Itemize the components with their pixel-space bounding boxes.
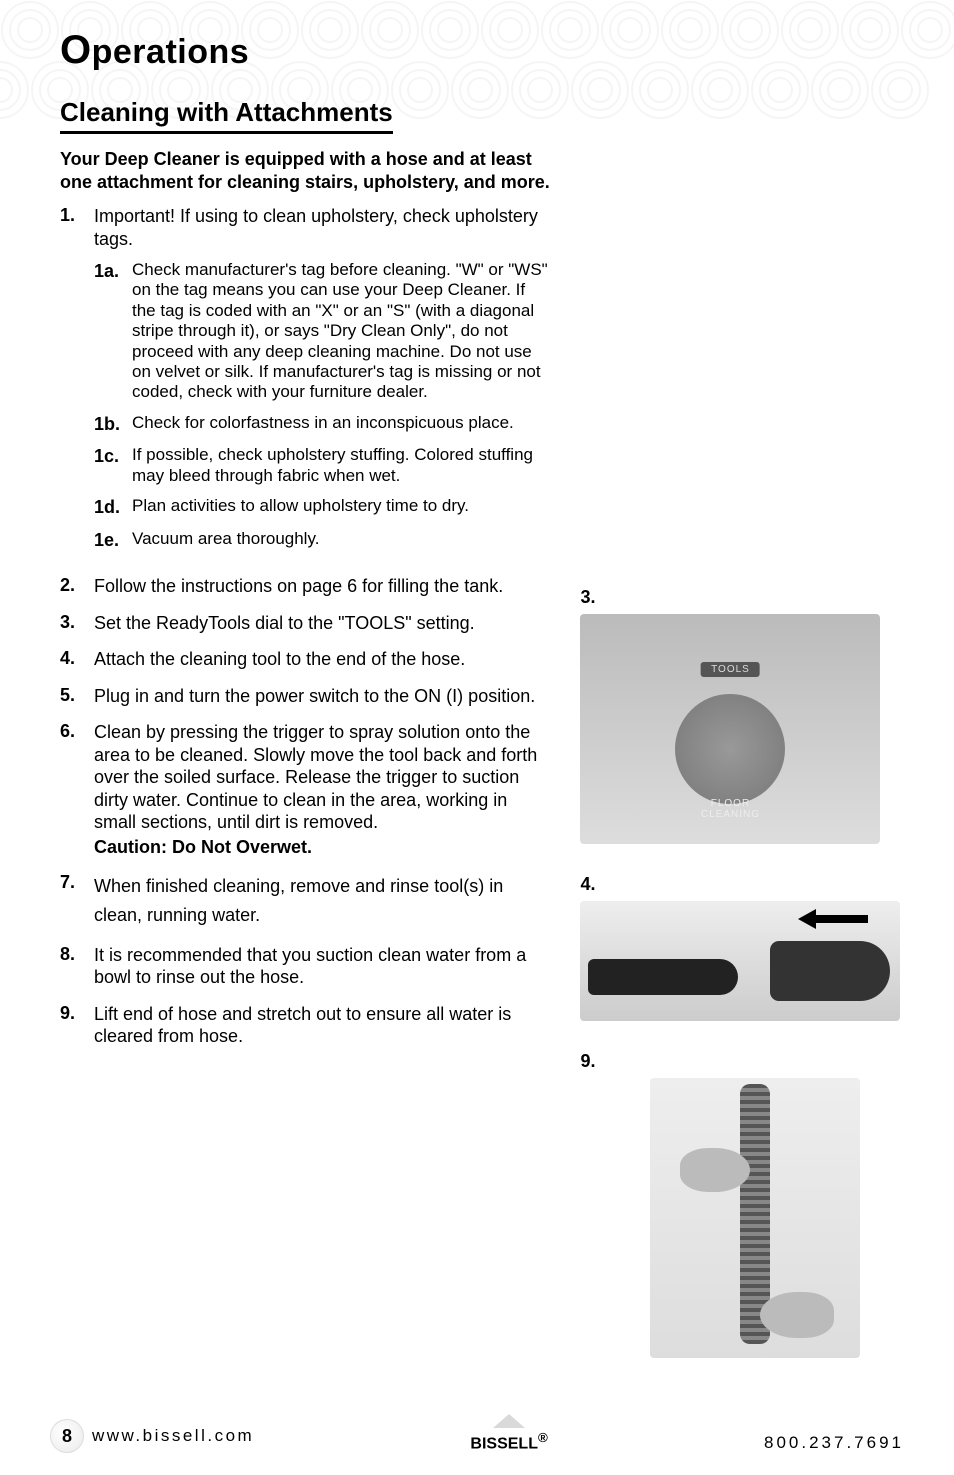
caution-text: Caution: Do Not Overwet. xyxy=(94,836,550,859)
substep-num: 1c. xyxy=(94,445,132,486)
step-num: 6. xyxy=(60,721,94,858)
figure-3: 3. TOOLS FLOORCLEANING xyxy=(580,587,914,844)
step-num: 2. xyxy=(60,575,94,598)
figure-9-image xyxy=(650,1078,860,1358)
registered-mark: ® xyxy=(538,1430,548,1445)
floor-cleaning-label: FLOORCLEANING xyxy=(701,798,760,820)
logo-triangle-icon xyxy=(493,1414,525,1428)
step-text: Attach the cleaning tool to the end of t… xyxy=(94,648,465,671)
figures-column: 3. TOOLS FLOORCLEANING 4. 9. xyxy=(580,97,914,1388)
substep-text: Plan activities to allow upholstery time… xyxy=(132,496,469,519)
footer-phone: 800.237.7691 xyxy=(764,1433,904,1453)
hand-lower xyxy=(760,1292,834,1338)
readytools-dial xyxy=(675,694,785,804)
substep-text: Check manufacturer's tag before cleaning… xyxy=(132,260,550,403)
step-text: Plug in and turn the power switch to the… xyxy=(94,685,535,708)
tools-label: TOOLS xyxy=(701,662,760,677)
substep-num: 1a. xyxy=(94,260,132,403)
step-num: 7. xyxy=(60,872,94,930)
step-5: 5.Plug in and turn the power switch to t… xyxy=(60,685,550,708)
step-text: Lift end of hose and stretch out to ensu… xyxy=(94,1003,550,1048)
substep-text: If possible, check upholstery stuffing. … xyxy=(132,445,550,486)
step-6: 6.Clean by pressing the trigger to spray… xyxy=(60,721,550,858)
figure-3-image: TOOLS FLOORCLEANING xyxy=(580,614,880,844)
page-number: 8 xyxy=(50,1419,84,1453)
substep-num: 1b. xyxy=(94,413,132,436)
substep-1e: 1e.Vacuum area thoroughly. xyxy=(94,529,550,552)
hand-upper xyxy=(680,1148,750,1192)
hose-end xyxy=(588,959,738,995)
substep-num: 1e. xyxy=(94,529,132,552)
substep-num: 1d. xyxy=(94,496,132,519)
steps-list: 1. Important! If using to clean upholste… xyxy=(60,205,550,1048)
logo-text: BISSELL xyxy=(470,1435,538,1452)
intro-paragraph: Your Deep Cleaner is equipped with a hos… xyxy=(60,148,550,193)
substep-1d: 1d.Plan activities to allow upholstery t… xyxy=(94,496,550,519)
section-title: Cleaning with Attachments xyxy=(60,97,393,134)
step-num: 9. xyxy=(60,1003,94,1048)
chapter-title-rest: perations xyxy=(92,33,250,71)
step-3: 3.Set the ReadyTools dial to the "TOOLS"… xyxy=(60,612,550,635)
substep-1b: 1b.Check for colorfastness in an inconsp… xyxy=(94,413,550,436)
step-num: 4. xyxy=(60,648,94,671)
step-num: 8. xyxy=(60,944,94,989)
step-text: Follow the instructions on page 6 for fi… xyxy=(94,575,503,598)
step-num: 5. xyxy=(60,685,94,708)
substep-text: Vacuum area thoroughly. xyxy=(132,529,319,552)
figure-4: 4. xyxy=(580,874,914,1021)
substep-1a: 1a.Check manufacturer's tag before clean… xyxy=(94,260,550,403)
substep-1c: 1c.If possible, check upholstery stuffin… xyxy=(94,445,550,486)
text-column: Cleaning with Attachments Your Deep Clea… xyxy=(60,97,550,1388)
step-1: 1. Important! If using to clean upholste… xyxy=(60,205,550,561)
page-footer: 8 www.bissell.com BISSELL® 800.237.7691 xyxy=(0,1414,954,1453)
figure-num: 3. xyxy=(580,587,914,608)
step-num: 3. xyxy=(60,612,94,635)
chapter-title: Operations xyxy=(60,28,914,73)
step-9: 9.Lift end of hose and stretch out to en… xyxy=(60,1003,550,1048)
step-text: Clean by pressing the trigger to spray s… xyxy=(94,722,537,832)
step-text: When finished cleaning, remove and rinse… xyxy=(94,872,550,930)
arrow-left-icon xyxy=(798,909,868,929)
figure-9: 9. xyxy=(580,1051,914,1358)
step-text: Important! If using to clean upholstery,… xyxy=(94,206,538,249)
step-7: 7.When finished cleaning, remove and rin… xyxy=(60,872,550,930)
chapter-initial: O xyxy=(60,28,92,72)
figure-num: 9. xyxy=(580,1051,914,1072)
substep-text: Check for colorfastness in an inconspicu… xyxy=(132,413,514,436)
figure-num: 4. xyxy=(580,874,914,895)
step-num: 1. xyxy=(60,205,94,561)
step-8: 8.It is recommended that you suction cle… xyxy=(60,944,550,989)
footer-url: www.bissell.com xyxy=(92,1426,254,1446)
step-2: 2.Follow the instructions on page 6 for … xyxy=(60,575,550,598)
step-4: 4.Attach the cleaning tool to the end of… xyxy=(60,648,550,671)
step-text: It is recommended that you suction clean… xyxy=(94,944,550,989)
cleaning-tool xyxy=(770,941,890,1001)
bissell-logo: BISSELL® xyxy=(470,1414,547,1453)
step-text: Set the ReadyTools dial to the "TOOLS" s… xyxy=(94,612,475,635)
figure-4-image xyxy=(580,901,900,1021)
substeps-list: 1a.Check manufacturer's tag before clean… xyxy=(94,260,550,551)
